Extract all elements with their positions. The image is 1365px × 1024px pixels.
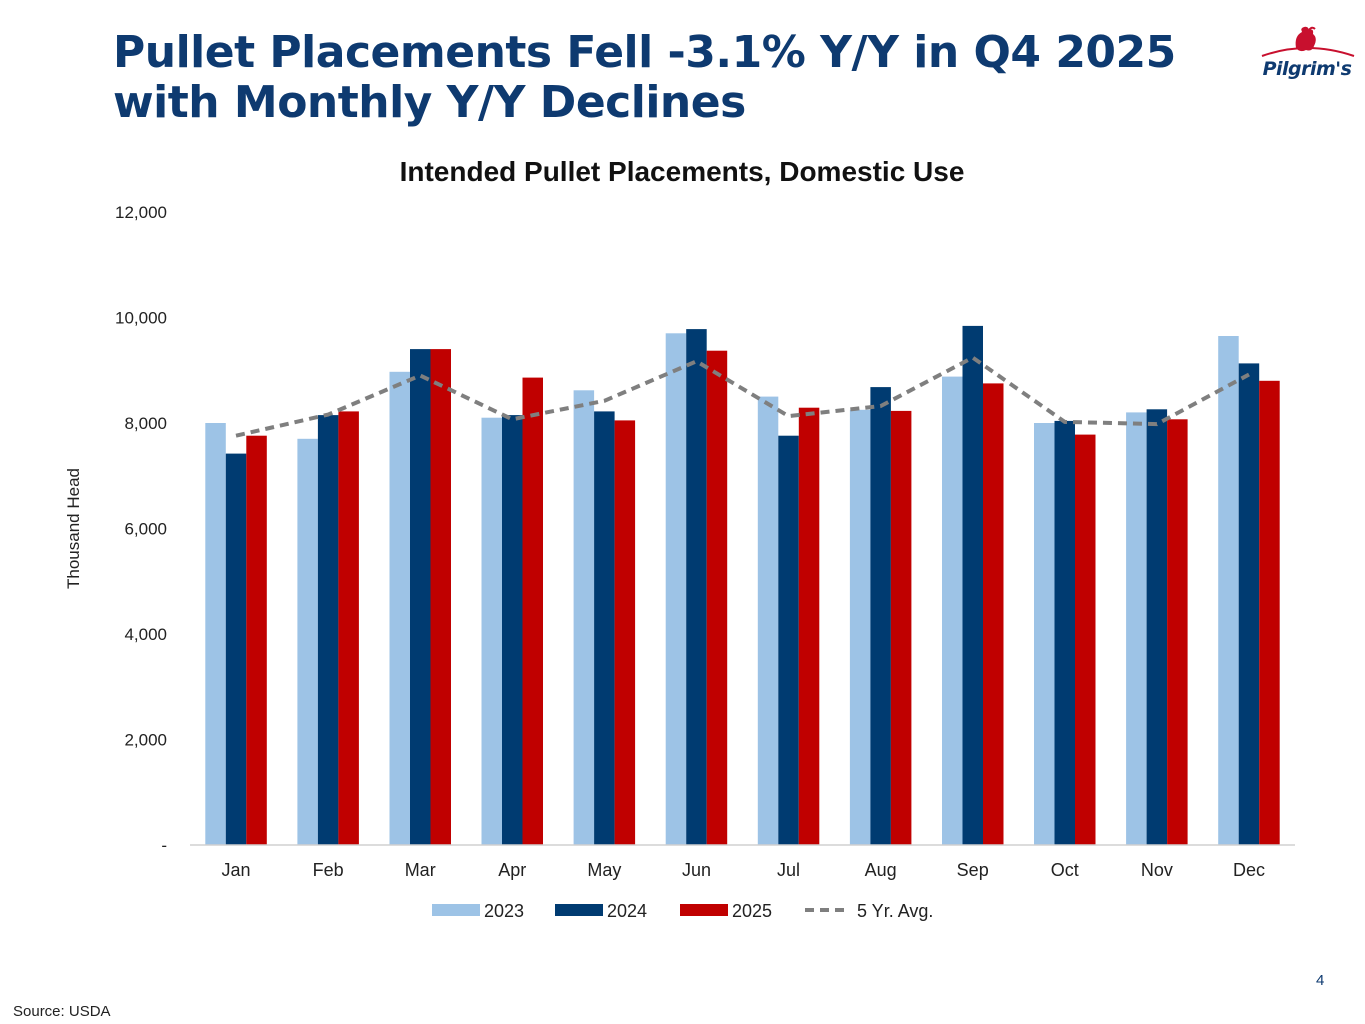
slide-title-line-1: Pullet Placements Fell -3.1% Y/Y in Q4 2… bbox=[113, 27, 1176, 78]
bar-2025-jul bbox=[798, 407, 820, 845]
legend-label: 2024 bbox=[607, 901, 647, 921]
x-tick-label: Jun bbox=[682, 860, 711, 880]
bar-2025-oct bbox=[1075, 434, 1096, 845]
bar-2025-aug bbox=[890, 410, 912, 845]
bar-2023-oct bbox=[1034, 423, 1055, 845]
bar-2023-jan bbox=[205, 423, 226, 845]
y-tick-label: 8,000 bbox=[124, 414, 167, 433]
bar-2024-aug bbox=[870, 387, 891, 845]
bar-2024-may bbox=[594, 411, 615, 845]
legend-item-2024: 2024 bbox=[555, 901, 647, 921]
bar-2023-sep bbox=[942, 376, 963, 845]
chart-title: Intended Pullet Placements, Domestic Use bbox=[400, 156, 965, 187]
x-tick-label: Sep bbox=[957, 860, 989, 880]
legend-label: 2025 bbox=[732, 901, 772, 921]
bar-2025-nov bbox=[1167, 419, 1188, 845]
y-tick-label: - bbox=[161, 836, 167, 855]
pullet-placements-chart: Intended Pullet Placements, Domestic Use… bbox=[64, 156, 1295, 921]
x-axis-labels: Jan Feb Mar Apr May Jun Jul Aug Sep Oct Nov Dec bbox=[221, 860, 1265, 880]
x-tick-label: Nov bbox=[1141, 860, 1173, 880]
bar-2025-mar bbox=[430, 349, 451, 845]
bars bbox=[205, 325, 1280, 846]
legend-swatch bbox=[432, 904, 480, 916]
bar-2023-nov bbox=[1126, 412, 1147, 845]
legend-item-2023: 2023 bbox=[432, 901, 524, 921]
slide-title: Pullet Placements Fell -3.1% Y/Y in Q4 2… bbox=[113, 28, 1176, 128]
bar-2023-feb bbox=[297, 438, 318, 845]
x-tick-label: May bbox=[587, 860, 621, 880]
x-tick-label: Apr bbox=[498, 860, 526, 880]
bar-2025-may bbox=[614, 420, 636, 845]
y-tick-label: 12,000 bbox=[115, 203, 167, 222]
bar-2024-sep bbox=[962, 325, 983, 845]
bar-2025-feb bbox=[338, 411, 359, 845]
avg-line-path bbox=[235, 355, 1250, 438]
y-tick-label: 2,000 bbox=[124, 731, 167, 750]
page-number: 4 bbox=[1316, 972, 1325, 989]
legend: 2023 2024 2025 5 Yr. Avg. bbox=[432, 901, 933, 921]
bar-2024-mar bbox=[410, 349, 431, 845]
bar-2023-aug bbox=[849, 409, 871, 845]
x-tick-label: Oct bbox=[1051, 860, 1079, 880]
bar-2023-jun bbox=[665, 333, 687, 845]
bar-2023-may bbox=[573, 390, 595, 845]
legend-label: 5 Yr. Avg. bbox=[857, 901, 933, 921]
x-tick-label: Jul bbox=[777, 860, 800, 880]
bar-2024-nov bbox=[1146, 409, 1168, 845]
legend-label: 2023 bbox=[484, 901, 524, 921]
bar-2023-mar bbox=[389, 371, 410, 845]
y-tick-label: 6,000 bbox=[124, 520, 167, 539]
bar-2023-jul bbox=[757, 396, 779, 845]
pilgrims-logo: Pilgrim's bbox=[1254, 26, 1360, 90]
source-note: Source: USDA bbox=[13, 1003, 111, 1020]
bar-2025-sep bbox=[983, 383, 1004, 845]
x-tick-label: Dec bbox=[1233, 860, 1265, 880]
bar-2024-oct bbox=[1054, 420, 1075, 845]
slide-title-line-2: with Monthly Y/Y Declines bbox=[113, 77, 746, 128]
y-tick-label: 10,000 bbox=[115, 309, 167, 328]
x-tick-label: Aug bbox=[865, 860, 897, 880]
y-axis-label: Thousand Head bbox=[64, 468, 83, 589]
y-tick-label: 4,000 bbox=[124, 625, 167, 644]
legend-item-2025: 2025 bbox=[680, 901, 772, 921]
x-tick-label: Jan bbox=[221, 860, 250, 880]
bar-2023-dec bbox=[1218, 336, 1239, 845]
x-tick-label: Feb bbox=[313, 860, 344, 880]
bar-2024-apr bbox=[502, 415, 523, 845]
bar-2025-jun bbox=[706, 350, 728, 845]
legend-swatch bbox=[680, 904, 728, 916]
logo-wordmark: Pilgrim's bbox=[1262, 58, 1352, 80]
bar-2024-dec bbox=[1238, 363, 1260, 845]
bar-2024-jan bbox=[225, 453, 247, 845]
x-tick-label: Mar bbox=[405, 860, 436, 880]
bar-2024-jul bbox=[778, 435, 799, 845]
bar-2025-jan bbox=[246, 435, 267, 845]
bar-2024-jun bbox=[686, 329, 707, 846]
legend-swatch bbox=[555, 904, 603, 916]
y-axis-ticks: - 2,000 4,000 6,000 8,000 10,000 12,000 bbox=[115, 203, 167, 855]
bar-2025-dec bbox=[1259, 380, 1280, 845]
bar-2023-apr bbox=[481, 417, 502, 845]
legend-item-5 Yr. Avg.: 5 Yr. Avg. bbox=[805, 901, 933, 921]
rooster-icon bbox=[1261, 26, 1355, 57]
bar-2025-apr bbox=[522, 377, 543, 845]
five-year-average-line bbox=[235, 355, 1250, 438]
bar-2024-feb bbox=[317, 415, 339, 845]
